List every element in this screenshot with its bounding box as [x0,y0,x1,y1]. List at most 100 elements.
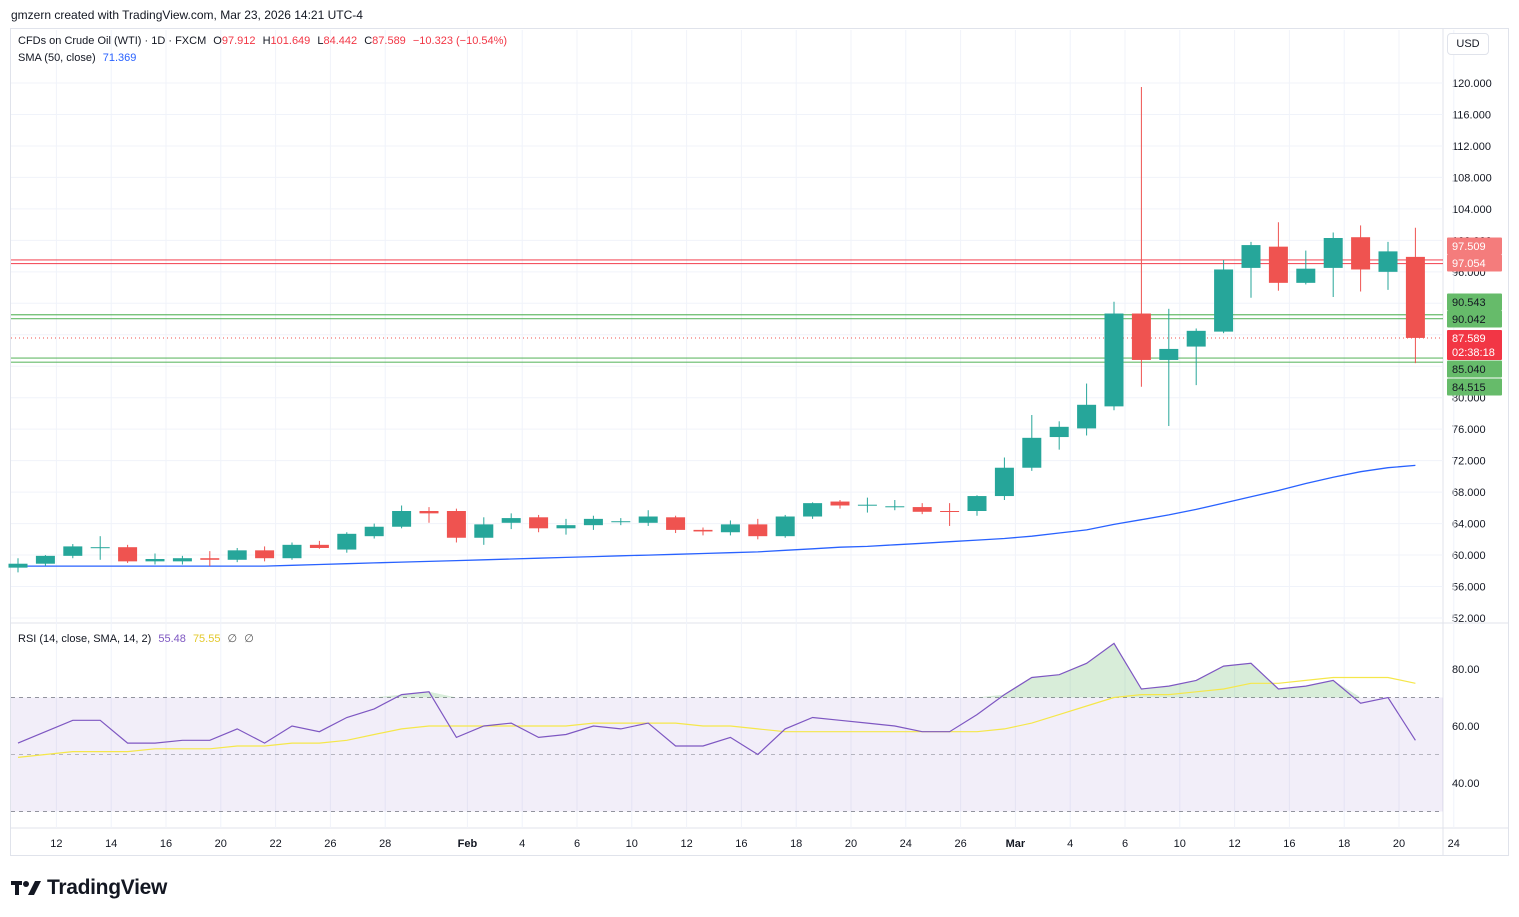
candle [90,536,110,560]
candle [419,507,439,523]
price-tick-label: 60.000 [1452,550,1486,562]
time-tick-label: 16 [1283,838,1295,850]
candle-body [775,516,795,537]
time-tick-label: 28 [379,838,391,850]
last-price-label: 87.589 02:38:18 [1447,330,1502,360]
price-tick-label: 56.000 [1452,582,1486,594]
candle [830,499,850,509]
brand-name: TradingView [47,876,168,899]
candle [1268,222,1288,291]
chart-frame [10,28,1509,856]
support-label-bg [1447,293,1502,311]
candle [1131,86,1151,387]
price-tick-label: 68.000 [1452,487,1486,499]
candle-body [1296,268,1316,283]
resistance-label-text: 97.509 [1452,241,1486,253]
rsi-overbought-fill [18,643,1416,698]
resistance-label-text: 97.054 [1452,258,1486,270]
support-label-bg [1447,360,1502,378]
rsi-legend[interactable]: RSI (14, close, SMA, 14, 2) 55.48 75.55 … [18,632,258,645]
currency-button[interactable]: USD [1447,33,1489,55]
candle-body [1378,251,1398,272]
candle-body [337,533,357,550]
tradingview-brand[interactable]: TradingView [11,876,167,900]
time-tick-label: Mar [1006,838,1026,850]
candle [392,505,412,529]
support-label-text: 84.515 [1452,382,1486,394]
candle-body [967,496,987,512]
close-value: 87.589 [372,35,406,47]
candle-body [255,550,275,559]
candle-body [611,521,631,523]
price-tick-label: 112.000 [1452,141,1491,153]
low-value: 84.442 [323,35,358,47]
candle [200,551,220,567]
countdown-value: 02:38:18 [1452,347,1495,359]
tradingview-logo-icon [11,881,41,895]
high-label: H [262,35,271,47]
candle-body [857,504,877,506]
time-tick-label: 24 [900,838,912,850]
last-price-label-bg [1447,330,1502,360]
price-tick-label: 104.000 [1452,204,1492,216]
time-tick-label: 6 [1122,838,1128,850]
candle-body [1131,313,1151,360]
support-label-bg [1447,310,1502,328]
symbol-label[interactable]: CFDs on Crude Oil (WTI) · 1D · FXCM [18,35,207,47]
candle-body [419,511,439,514]
candle-body [200,558,220,560]
time-tick-label: 20 [845,838,857,850]
candle-body [583,518,603,526]
candle [282,542,302,560]
price-tick-label: 116.000 [1452,109,1491,121]
candle [1296,250,1316,285]
candle [1241,241,1261,298]
candle [172,555,192,565]
candle-body [309,544,329,548]
sma-legend[interactable]: SMA (50, close) 71.369 [18,52,140,64]
candle-body [364,526,384,537]
resistance-label: 97.054 [1447,254,1502,272]
rsi-label: RSI (14, close, SMA, 14, 2) [18,633,152,645]
candle-body [446,511,466,538]
candle [474,517,494,545]
candle [1351,225,1371,292]
price-tick-label: 108.000 [1452,172,1492,184]
change-value: −10.323 (−10.54%) [412,35,508,47]
time-tick-label: 6 [574,838,580,850]
candle-body [912,507,932,512]
support-label: 90.543 [1447,293,1502,311]
candle [145,553,165,565]
time-tick-label: 10 [1174,838,1186,850]
time-tick-label: Feb [458,838,478,850]
candle-body [885,506,905,508]
candle-body [145,558,165,562]
support-label-text: 85.040 [1452,364,1486,376]
candle [501,513,521,530]
time-tick-label: 12 [680,838,692,850]
candle-body [1405,256,1425,338]
candle-body [1186,330,1206,347]
sma-value: 71.369 [102,52,137,64]
resistance-label-bg [1447,254,1502,272]
candle [666,515,686,534]
candle-body [1351,237,1371,270]
candle-body [474,524,494,538]
candle [1378,241,1398,290]
candle [748,518,768,540]
candle-body [994,467,1014,497]
candle [1214,260,1234,334]
candle [720,520,740,536]
resistance-label: 97.509 [1447,237,1502,255]
candle [885,499,905,511]
candle [693,527,713,536]
candle-body [501,518,521,523]
candle-body [1268,246,1288,283]
main-legend: CFDs on Crude Oil (WTI) · 1D · FXCM O97.… [18,35,511,47]
time-tick-label: 20 [215,838,227,850]
candle [1077,383,1097,436]
time-tick-label: 16 [160,838,172,850]
candle [994,457,1014,500]
time-tick-label: 12 [1228,838,1240,850]
